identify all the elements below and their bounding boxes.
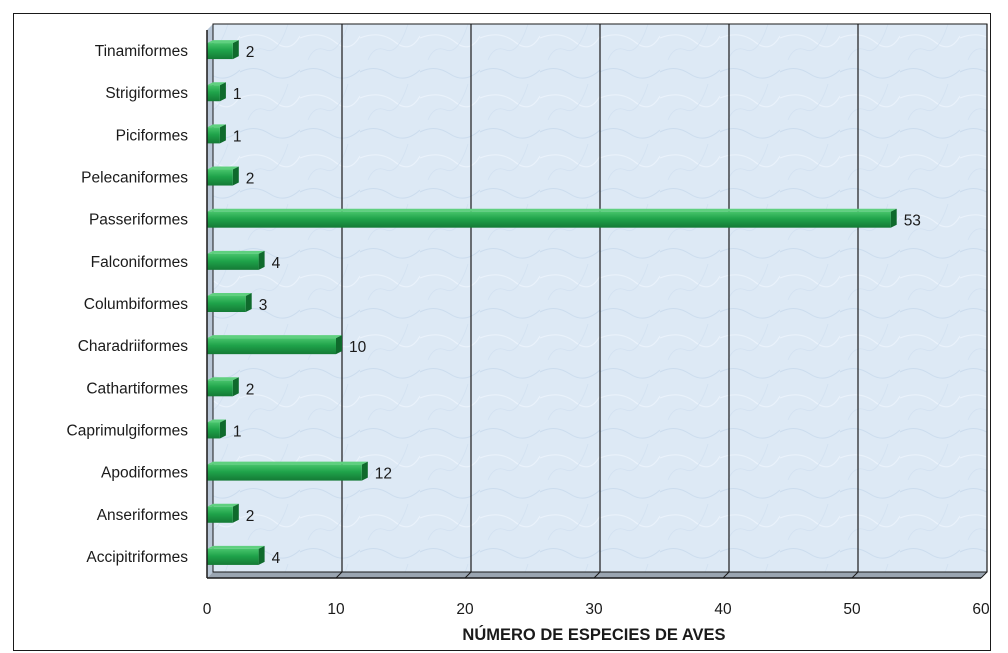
bar-top-face: [207, 40, 239, 44]
bar-top-face: [207, 419, 226, 423]
bar-front-face: [207, 253, 259, 270]
x-tick-label: 20: [456, 601, 474, 618]
bar: [207, 250, 265, 270]
data-label: 1: [233, 128, 242, 145]
category-label: Cathartiformes: [86, 380, 188, 397]
bar-end-face: [232, 40, 239, 60]
category-label: Charadriiformes: [78, 338, 189, 355]
bar-end-face: [219, 82, 226, 102]
bar: [207, 40, 239, 60]
bar-front-face: [207, 464, 362, 481]
category-label: Strigiformes: [105, 85, 188, 102]
bar-top-face: [207, 377, 239, 381]
x-tick-label: 60: [972, 601, 990, 618]
bar: [207, 124, 226, 144]
category-label: Passeriformes: [89, 212, 188, 229]
gridlines: [335, 24, 988, 579]
bar-top-face: [207, 461, 368, 465]
x-tick-label: 40: [714, 601, 732, 618]
gridline-floor: [851, 571, 859, 579]
bar: [207, 419, 226, 439]
bar-end-face: [336, 335, 342, 355]
bar-front-face: [207, 43, 233, 60]
category-label: Tinamiformes: [95, 43, 189, 60]
bar-front-face: [207, 85, 220, 102]
bar-top-face: [207, 208, 897, 212]
bar-end-face: [232, 166, 239, 186]
bar: [207, 166, 239, 186]
gridline-floor: [593, 571, 601, 579]
category-label: Pelecaniformes: [81, 170, 188, 187]
category-label: Caprimulgiformes: [67, 422, 189, 439]
category-label: Columbiformes: [84, 296, 188, 313]
bar: [207, 335, 342, 355]
bar: [207, 377, 239, 397]
x-tick-label: 30: [585, 601, 603, 618]
bar-front-face: [207, 211, 891, 228]
data-label: 1: [233, 423, 242, 440]
bar-front-face: [207, 506, 233, 523]
bar: [207, 208, 897, 228]
data-label: 2: [246, 381, 255, 398]
bar-front-face: [207, 169, 233, 186]
gridline-floor: [335, 571, 343, 579]
bar-end-face: [245, 293, 252, 312]
bar-front-face: [207, 380, 233, 397]
bars: [207, 40, 897, 565]
data-label: 3: [259, 297, 268, 314]
gridline-floor: [464, 571, 472, 579]
bar-front-face: [207, 422, 220, 439]
data-label: 4: [272, 550, 281, 567]
x-tick-label: 10: [327, 601, 345, 618]
bar-top-face: [207, 335, 342, 339]
bar-end-face: [890, 208, 897, 228]
bar: [207, 82, 226, 102]
bar-end-face: [219, 124, 226, 144]
bar-top-face: [207, 82, 226, 86]
bar-front-face: [207, 548, 259, 565]
bar: [207, 545, 265, 565]
bar-end-face: [219, 419, 226, 439]
category-label: Accipitriformes: [86, 549, 188, 566]
bar: [207, 293, 252, 312]
data-label: 10: [349, 339, 367, 356]
bar-front-face: [207, 338, 336, 355]
bar-end-face: [232, 503, 239, 523]
bar-top-face: [207, 293, 252, 296]
bar: [207, 503, 239, 523]
category-label: Anseriformes: [97, 507, 189, 524]
bar-end-face: [232, 377, 239, 397]
bar-top-face: [207, 503, 239, 507]
category-labels: Tinamiformes Strigiformes Piciformes Peleca…: [67, 43, 189, 566]
data-label: 12: [375, 466, 392, 483]
bar-end-face: [258, 545, 265, 565]
bar-top-face: [207, 166, 239, 170]
category-label: Falconiformes: [91, 254, 189, 271]
data-label: 4: [272, 255, 281, 272]
data-label: 2: [246, 44, 255, 61]
x-tick-labels: 0 10 20 30 40 50 60: [203, 601, 990, 618]
x-tick-label: 50: [843, 601, 861, 618]
gridline-floor: [722, 571, 730, 579]
data-label: 2: [246, 171, 255, 188]
bar-top-face: [207, 250, 265, 254]
bar: [207, 461, 368, 481]
category-label: Apodiformes: [101, 465, 188, 482]
category-label: Piciformes: [116, 127, 189, 144]
bar-front-face: [207, 296, 246, 312]
bar-top-face: [207, 545, 265, 549]
bar-end-face: [361, 461, 368, 481]
bar-top-face: [207, 124, 226, 128]
data-label: 53: [904, 213, 921, 230]
x-axis-title: NÚMERO DE ESPECIES DE AVES: [462, 625, 725, 644]
gridline-floor: [980, 571, 988, 579]
data-label: 2: [246, 508, 255, 525]
bar-end-face: [258, 250, 265, 270]
data-label: 1: [233, 86, 242, 103]
x-tick-label: 0: [203, 601, 212, 618]
bar-front-face: [207, 127, 220, 144]
